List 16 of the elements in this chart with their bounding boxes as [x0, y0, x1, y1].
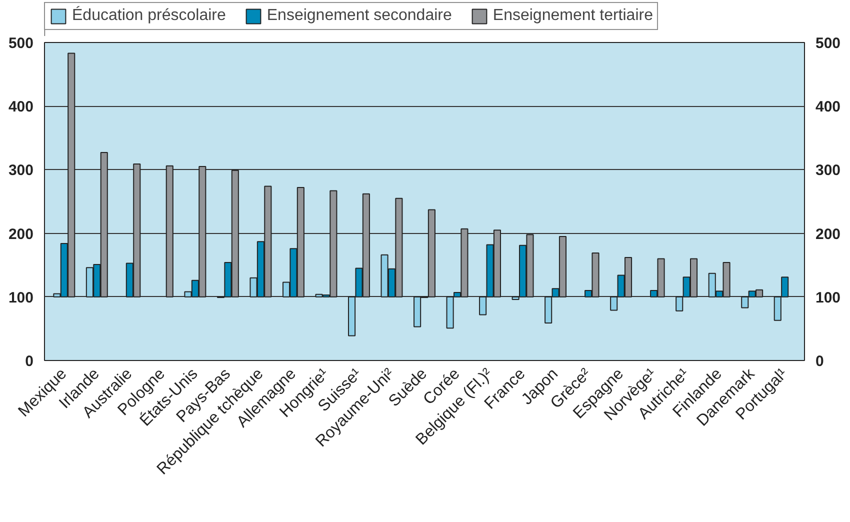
y2-tick-label: 100 — [816, 289, 841, 306]
y2-tick-label: 500 — [816, 35, 841, 52]
y2-tick-label: 400 — [816, 98, 841, 116]
y-tick-label: 400 — [8, 98, 34, 116]
legend-label: Enseignement secondaire — [266, 7, 452, 25]
y-tick-label: 500 — [8, 35, 34, 52]
bar — [166, 165, 174, 298]
y2-tick-label: 0 — [816, 353, 824, 370]
y-tick-label: 0 — [25, 353, 34, 370]
y-tick-label: 100 — [8, 289, 34, 306]
legend-label: Éducation préscolaire — [72, 7, 226, 25]
y2-tick-label: 300 — [816, 162, 841, 180]
y-tick-label: 200 — [8, 226, 34, 243]
y2-tick-label: 200 — [816, 226, 841, 243]
legend-label: Enseignement tertiaire — [492, 7, 653, 25]
y-tick-label: 300 — [8, 162, 34, 180]
